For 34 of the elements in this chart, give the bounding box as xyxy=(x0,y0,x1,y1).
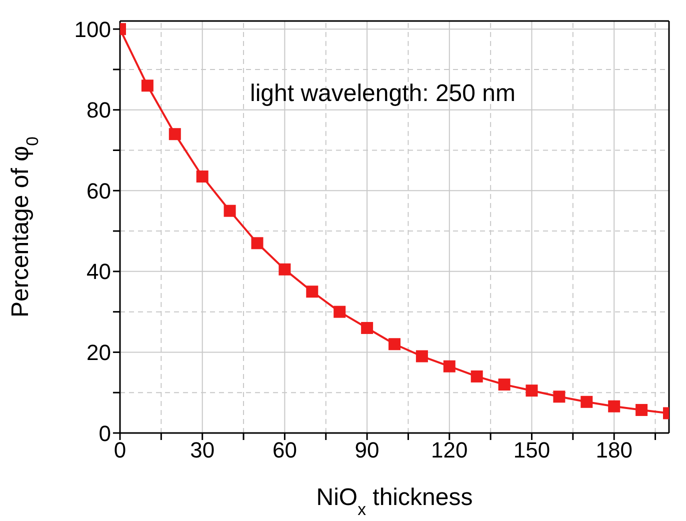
x-axis-title: NiO$_{x}$ thickness xyxy=(316,484,473,518)
point xyxy=(278,263,291,276)
annotation: light wavelength: 250 nm xyxy=(250,80,516,108)
point xyxy=(141,80,154,92)
point xyxy=(470,370,483,382)
x-tick-label: 60 xyxy=(272,438,297,463)
point xyxy=(416,350,428,362)
x-tick-label: 30 xyxy=(190,438,215,463)
x-tick-label: 180 xyxy=(596,438,632,463)
y-tick-label: 100 xyxy=(74,16,111,42)
point xyxy=(608,400,620,412)
x-tick-label: 150 xyxy=(513,438,550,463)
y-tick-label: 0 xyxy=(98,420,111,446)
point xyxy=(196,170,208,183)
point xyxy=(498,378,510,391)
point xyxy=(636,404,648,416)
point xyxy=(553,390,566,403)
x-tick-label: 90 xyxy=(354,438,380,463)
point xyxy=(443,360,456,372)
x-tick-label: 0 xyxy=(114,438,126,463)
y-tick-label: 80 xyxy=(86,98,111,123)
point xyxy=(251,237,264,250)
point xyxy=(580,396,593,408)
point xyxy=(526,384,538,397)
point xyxy=(306,286,318,298)
y-tick-label: 40 xyxy=(86,259,111,284)
y-tick-label: 20 xyxy=(86,340,111,366)
x-tick-label: 120 xyxy=(431,438,468,463)
point xyxy=(168,128,181,140)
point xyxy=(334,306,346,318)
point xyxy=(361,322,374,334)
point xyxy=(224,204,236,217)
point xyxy=(388,338,400,350)
y-tick-label: 60 xyxy=(86,178,111,204)
